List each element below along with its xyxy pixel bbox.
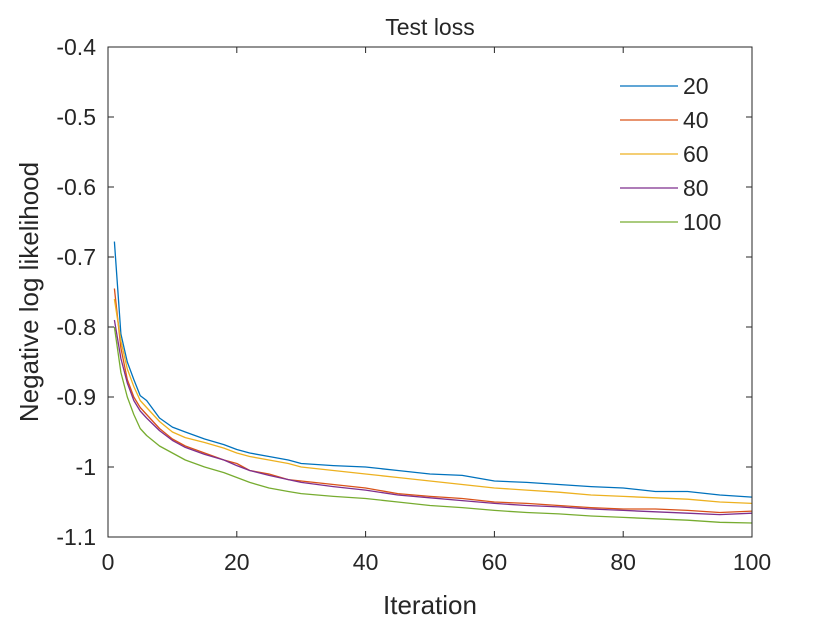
y-tick-label: -0.5 <box>56 104 96 130</box>
series-line-20 <box>113 241 753 498</box>
legend-label-100: 100 <box>683 209 721 235</box>
x-tick-label: 100 <box>733 549 771 575</box>
series-line-60 <box>113 298 753 505</box>
axes-box <box>107 46 753 538</box>
chart-title: Test loss <box>385 14 474 40</box>
series-line-40 <box>113 288 753 514</box>
x-axis-title: Iteration <box>383 590 477 620</box>
legend-label-60: 60 <box>683 141 709 167</box>
y-axis-title: Negative log likelihood <box>14 162 44 422</box>
x-tick-label: 60 <box>482 549 508 575</box>
y-tick-label: -0.8 <box>56 314 96 340</box>
legend-label-20: 20 <box>683 73 709 99</box>
y-tick-label: -0.9 <box>56 384 96 410</box>
series-line-100 <box>113 326 753 524</box>
y-tick-label: -0.7 <box>56 244 96 270</box>
x-tick-label: 40 <box>353 549 379 575</box>
x-tick-label: 20 <box>224 549 250 575</box>
y-tick-label: -1.1 <box>56 524 96 550</box>
legend: 20 40 60 80 100 <box>620 73 721 235</box>
y-tick-label: -0.6 <box>56 174 96 200</box>
series-line-80 <box>113 319 753 516</box>
y-tick-label: -0.4 <box>56 34 96 60</box>
legend-label-40: 40 <box>683 107 709 133</box>
x-tick-label: 80 <box>610 549 636 575</box>
y-tick-label: -1 <box>76 454 96 480</box>
x-tick-label: 0 <box>102 549 115 575</box>
plot-area <box>113 241 753 524</box>
axis-ticks: 0 20 40 60 80 100 -0.4 -0.5 -0.6 -0.7 -0.8 -0.9 -1 -1… <box>56 34 771 575</box>
legend-label-80: 80 <box>683 175 709 201</box>
